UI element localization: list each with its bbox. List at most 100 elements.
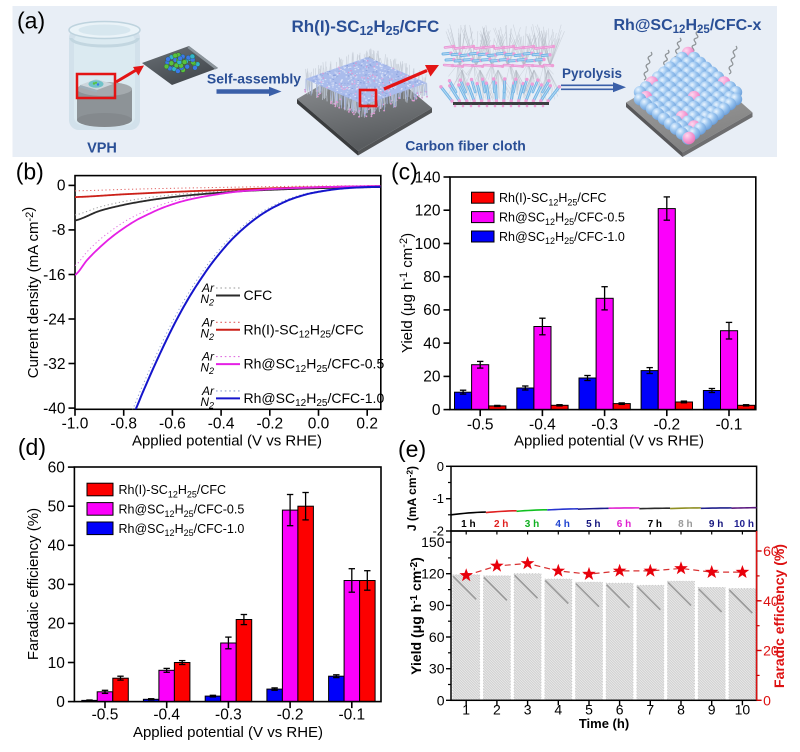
svg-text:9: 9 xyxy=(708,702,716,718)
svg-text:150: 150 xyxy=(421,534,445,550)
svg-text:Ar: Ar xyxy=(201,350,215,364)
svg-text:40: 40 xyxy=(48,538,66,555)
svg-text:-32: -32 xyxy=(43,356,65,373)
svg-text:-0.3: -0.3 xyxy=(591,417,618,434)
svg-text:Rh@SC12​H25​/CFC-0.5: Rh@SC12​H25​/CFC-0.5 xyxy=(119,503,245,519)
svg-text:-0.5: -0.5 xyxy=(467,417,494,434)
svg-text:-16: -16 xyxy=(43,267,65,284)
svg-text:50: 50 xyxy=(48,499,66,516)
svg-text:-0.1: -0.1 xyxy=(716,417,743,434)
svg-text:Rh@SC12​H25​/CFC-1.0: Rh@SC12​H25​/CFC-1.0 xyxy=(119,522,245,538)
svg-text:Current density (mA cm-2): Current density (mA cm-2) xyxy=(20,207,42,379)
svg-text:Pyrolysis: Pyrolysis xyxy=(562,66,622,81)
svg-text:40: 40 xyxy=(763,593,779,609)
svg-text:Rh(I)-SC12​H25​/CFC: Rh(I)-SC12​H25​/CFC xyxy=(119,483,227,499)
svg-text:-0.2: -0.2 xyxy=(277,707,304,724)
svg-text:-2: -2 xyxy=(432,524,444,539)
svg-text:-0.6: -0.6 xyxy=(159,416,186,433)
svg-text:0: 0 xyxy=(57,178,66,195)
svg-text:Faradic efficiency (%): Faradic efficiency (%) xyxy=(771,544,787,688)
svg-text:3: 3 xyxy=(524,702,532,718)
svg-text:20: 20 xyxy=(423,369,441,386)
svg-text:-8: -8 xyxy=(52,222,66,239)
svg-text:9 h: 9 h xyxy=(709,519,723,530)
svg-text:4: 4 xyxy=(554,702,562,718)
svg-text:Ar: Ar xyxy=(201,315,215,329)
svg-text:3 h: 3 h xyxy=(525,519,539,530)
svg-text:-0.8: -0.8 xyxy=(110,416,137,433)
svg-text:Rh@SC12​H25​/CFC-1.0: Rh@SC12​H25​/CFC-1.0 xyxy=(499,230,625,246)
svg-text:5: 5 xyxy=(585,702,593,718)
svg-text:2 h: 2 h xyxy=(494,519,508,530)
svg-text:0: 0 xyxy=(432,402,441,419)
svg-text:4 h: 4 h xyxy=(555,519,569,530)
svg-text:-0.5: -0.5 xyxy=(92,707,119,724)
svg-text:Rh@SC12​H25​/CFC-x: Rh@SC12​H25​/CFC-x xyxy=(614,17,762,36)
svg-text:8 h: 8 h xyxy=(678,519,692,530)
svg-text:60: 60 xyxy=(48,459,66,476)
svg-text:0: 0 xyxy=(437,692,445,708)
svg-text:(c): (c) xyxy=(391,159,418,185)
svg-text:Yield (μg h-1 cm-2): Yield (μg h-1 cm-2) xyxy=(408,557,424,675)
svg-text:0.0: 0.0 xyxy=(308,416,330,433)
svg-text:(b): (b) xyxy=(16,159,44,185)
svg-text:Rh(I)-SC12​H25​/CFC: Rh(I)-SC12​H25​/CFC xyxy=(292,17,440,38)
svg-text:0.2: 0.2 xyxy=(356,416,378,433)
svg-text:Ar: Ar xyxy=(201,281,215,295)
svg-text:7: 7 xyxy=(646,702,654,718)
svg-text:Yield (μg h-1 cm-2): Yield (μg h-1 cm-2) xyxy=(398,233,416,353)
svg-text:J (mA cm-2): J (mA cm-2) xyxy=(405,466,420,531)
svg-text:8: 8 xyxy=(677,702,685,718)
svg-text:Self-assembly: Self-assembly xyxy=(207,71,301,87)
svg-text:Rh(I)-SC12​H25​/CFC: Rh(I)-SC12​H25​/CFC xyxy=(244,321,364,340)
svg-text:-1.0: -1.0 xyxy=(62,416,89,433)
svg-text:Rh@SC12​H25​/CFC-1.0: Rh@SC12​H25​/CFC-1.0 xyxy=(244,390,385,409)
svg-text:6: 6 xyxy=(616,702,624,718)
svg-text:80: 80 xyxy=(423,269,441,286)
svg-text:Rh@SC12​H25​/CFC-0.5: Rh@SC12​H25​/CFC-0.5 xyxy=(244,356,385,375)
svg-text:40: 40 xyxy=(423,335,441,352)
svg-text:-0.3: -0.3 xyxy=(215,707,242,724)
svg-text:20: 20 xyxy=(48,616,66,633)
svg-text:-0.4: -0.4 xyxy=(208,416,235,433)
svg-text:(a): (a) xyxy=(17,8,45,34)
svg-text:(e): (e) xyxy=(398,436,426,462)
svg-text:Time (h): Time (h) xyxy=(579,716,629,731)
svg-text:10: 10 xyxy=(735,702,751,718)
svg-text:7 h: 7 h xyxy=(648,519,662,530)
svg-text:Applied potential (V vs RHE): Applied potential (V vs RHE) xyxy=(514,433,704,450)
svg-text:-0.2: -0.2 xyxy=(653,417,680,434)
svg-text:120: 120 xyxy=(415,203,441,220)
svg-text:Rh(I)-SC12​H25​/CFC: Rh(I)-SC12​H25​/CFC xyxy=(499,191,607,207)
svg-text:90: 90 xyxy=(429,597,445,613)
svg-text:60: 60 xyxy=(763,543,779,559)
svg-text:Applied potential (V vs RHE): Applied potential (V vs RHE) xyxy=(132,433,322,450)
svg-text:60: 60 xyxy=(429,629,445,645)
svg-text:Ar: Ar xyxy=(201,384,215,398)
svg-text:-0.1: -0.1 xyxy=(338,707,365,724)
svg-text:2: 2 xyxy=(493,702,501,718)
svg-text:VPH: VPH xyxy=(87,141,117,157)
svg-text:-0.4: -0.4 xyxy=(529,417,556,434)
svg-text:CFC: CFC xyxy=(244,287,273,303)
svg-text:1: 1 xyxy=(462,702,470,718)
svg-text:1 h: 1 h xyxy=(461,519,475,530)
svg-text:20: 20 xyxy=(763,643,779,659)
svg-text:100: 100 xyxy=(415,236,441,253)
svg-text:Carbon fiber cloth: Carbon fiber cloth xyxy=(405,138,526,154)
svg-text:30: 30 xyxy=(429,661,445,677)
svg-text:Faradaic efficiency (%): Faradaic efficiency (%) xyxy=(25,508,42,660)
svg-text:120: 120 xyxy=(421,566,445,582)
svg-text:0: 0 xyxy=(437,459,444,474)
svg-text:-1: -1 xyxy=(432,491,444,506)
svg-text:-0.4: -0.4 xyxy=(153,707,180,724)
svg-text:6 h: 6 h xyxy=(617,519,631,530)
svg-text:0: 0 xyxy=(56,694,65,711)
svg-text:Applied potential (V vs RHE): Applied potential (V vs RHE) xyxy=(133,724,323,741)
svg-text:-40: -40 xyxy=(43,400,66,417)
svg-text:-0.2: -0.2 xyxy=(256,416,283,433)
svg-text:Rh@SC12​H25​/CFC-0.5: Rh@SC12​H25​/CFC-0.5 xyxy=(499,211,625,227)
svg-text:10: 10 xyxy=(48,655,66,672)
svg-text:-24: -24 xyxy=(43,311,66,328)
svg-text:5 h: 5 h xyxy=(586,519,600,530)
